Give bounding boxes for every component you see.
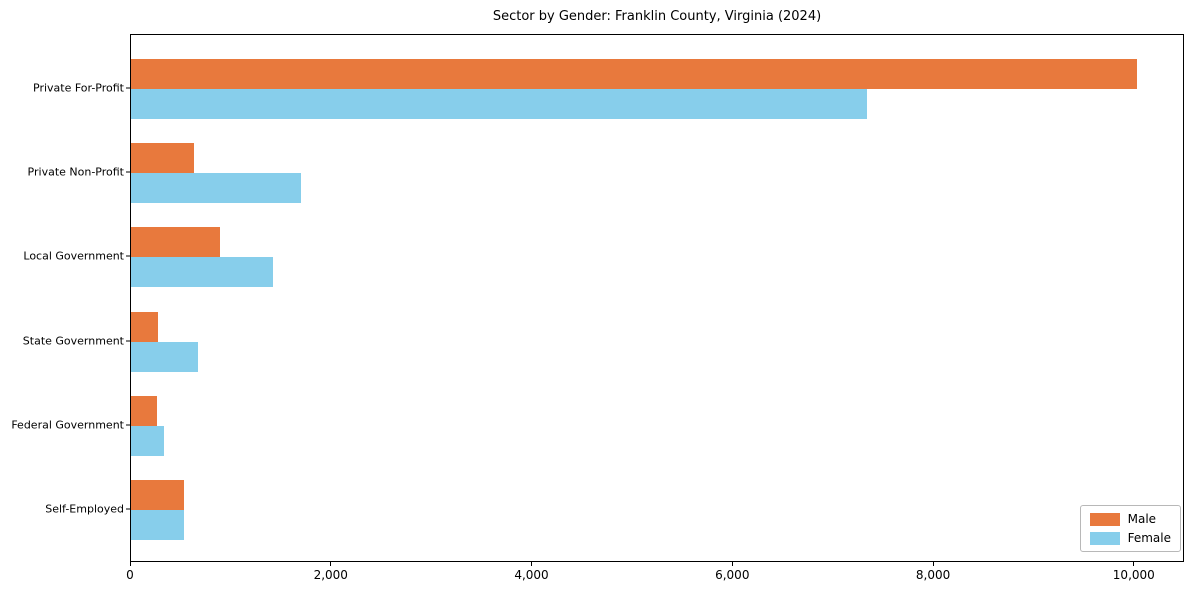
x-axis-tick [1133, 562, 1135, 566]
y-axis-label: Private For-Profit [33, 81, 124, 95]
x-axis-tick-label: 4,000 [514, 568, 549, 582]
x-axis-tick-label: 2,000 [313, 568, 348, 582]
legend: Male Female [1079, 505, 1181, 552]
chart-title: Sector by Gender: Franklin County, Virgi… [492, 9, 822, 24]
y-axis-label: Private Non-Profit [27, 165, 124, 179]
bar-female-1 [131, 173, 301, 204]
x-axis-tick [932, 562, 934, 566]
bar-male-4 [131, 395, 157, 426]
x-axis-tick [531, 562, 533, 566]
bar-male-0 [131, 59, 1137, 89]
y-axis-label: State Government [22, 334, 124, 348]
y-axis-tick [126, 255, 130, 257]
y-axis-tick [126, 424, 130, 426]
y-axis-tick [126, 87, 130, 89]
legend-item-male: Male [1089, 512, 1171, 526]
legend-label-female: Female [1127, 531, 1171, 545]
y-axis-label: Self-Employed [45, 502, 124, 516]
y-axis-tick [126, 340, 130, 342]
x-axis-tick-label: 8,000 [915, 568, 951, 582]
legend-swatch-female [1089, 531, 1120, 545]
bar-female-3 [131, 341, 198, 372]
x-axis-tick [731, 562, 733, 566]
plot-area [130, 34, 1184, 562]
bar-female-4 [131, 425, 165, 456]
x-axis-tick-label: 0 [126, 568, 134, 582]
legend-label-male: Male [1127, 512, 1157, 526]
bar-male-2 [131, 227, 221, 258]
bar-female-0 [131, 89, 867, 119]
bar-female-5 [131, 510, 184, 540]
x-axis-tick [330, 562, 332, 566]
legend-swatch-male [1089, 512, 1120, 526]
bar-male-3 [131, 311, 158, 342]
y-axis-tick [126, 171, 130, 173]
x-axis-tick [129, 562, 131, 566]
y-axis-tick [126, 508, 130, 510]
legend-item-female: Female [1089, 531, 1171, 545]
x-axis-tick-label: 6,000 [715, 568, 750, 582]
bar-female-2 [131, 257, 273, 288]
y-axis-label: Local Government [23, 249, 124, 263]
y-axis-label: Federal Government [11, 418, 124, 432]
x-axis-tick-label: 10,000 [1112, 568, 1155, 582]
bar-male-1 [131, 143, 195, 174]
bar-male-5 [131, 480, 185, 510]
